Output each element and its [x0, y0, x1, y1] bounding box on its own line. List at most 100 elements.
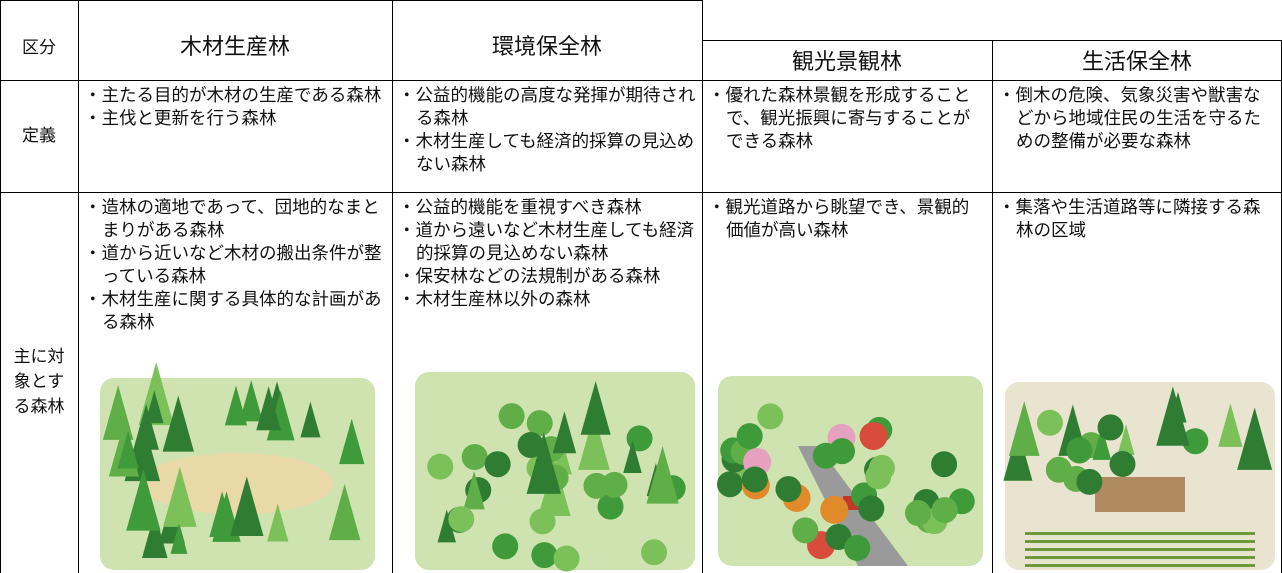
illustration-shape [1117, 424, 1135, 455]
illustration-shape [461, 443, 488, 470]
border-line [0, 192, 1282, 193]
illustration-shape [102, 385, 134, 440]
illustration-shape [601, 471, 628, 498]
bullet-item: ・道から近いなど木材の搬出条件が整っている森林 [84, 244, 382, 287]
bullet-item: ・倒木の危険、気象災害や獣害などから地域住民の生活を守るための整備が必要な森林 [998, 86, 1261, 152]
illustration-shape [145, 390, 164, 424]
illustration-shape [230, 476, 264, 536]
illustration-shape [531, 542, 558, 569]
illustration-shape [1092, 426, 1112, 460]
header-cell: 環境保全林 [491, 35, 602, 60]
illustration-shape [552, 411, 577, 454]
bullet-item: ・優れた森林景観を形成することで、観光振興に寄与することができる森林 [708, 86, 971, 152]
cell-text: ・優れた森林景観を形成することで、観光振興に寄与することができる森林 [708, 85, 986, 154]
illustration-shape [1025, 556, 1255, 559]
illustration-shape [1025, 564, 1255, 567]
illustration-shape [641, 539, 668, 566]
illustration-shape [328, 484, 361, 541]
illustration-shape [1036, 409, 1063, 436]
border-line [392, 0, 393, 573]
bullet-item: ・道から遠いなど木材生産しても経済的採算の見込めない森林 [398, 221, 695, 264]
header-cell: 生活保全林 [1081, 50, 1192, 75]
bullet-item: ・主伐と更新を行う森林 [84, 109, 277, 129]
illustration-shape [736, 423, 763, 450]
illustration-shape [163, 466, 197, 527]
cell-text: ・倒木の危険、気象災害や獣害などから地域住民の生活を守るための整備が必要な森林 [998, 85, 1276, 154]
illustration-shape [498, 403, 525, 430]
illustration-shape [859, 422, 888, 451]
illustration-shape [578, 413, 610, 470]
illustration-shape [526, 432, 562, 494]
illustration-shape [931, 497, 958, 524]
illustration-shape [437, 509, 456, 543]
illustration-shape [141, 452, 334, 515]
illustration-shape [825, 523, 852, 550]
illustration-shape [865, 463, 892, 490]
border-line [78, 0, 79, 573]
bullet-item: ・保安林などの法規制がある森林 [398, 267, 661, 287]
illustration-shape [1218, 403, 1243, 447]
bullet-item: ・集落や生活道路等に隣接する森林の区域 [998, 198, 1261, 241]
cell-text: ・観光道路から眺望でき、景観的価値が高い森林 [708, 197, 986, 243]
illustration-shape [1025, 548, 1255, 551]
row-label: 定義 [22, 125, 56, 146]
cell-text: ・公益的機能を重視すべき森林・道から遠いなど木材生産しても経済的採算の見込めない… [398, 197, 696, 312]
illustration-shape [300, 401, 321, 438]
illustration-shape [427, 453, 454, 480]
illustration-shape [1182, 428, 1209, 455]
illustration-shape [757, 403, 784, 430]
illustration-shape [1237, 407, 1273, 470]
cell-text: ・集落や生活道路等に隣接する森林の区域 [998, 197, 1276, 243]
bullet-item: ・公益的機能を重視すべき森林 [398, 198, 642, 218]
border-line [702, 0, 703, 573]
border-line [0, 0, 702, 1]
bullet-item: ・主たる目的が木材の生産である森林 [84, 86, 382, 106]
illustration-shape [1169, 391, 1187, 423]
illustration-shape [580, 381, 611, 435]
bullet-item: ・造林の適地であって、団地的なまとまりがある森林 [84, 198, 380, 241]
header-cell: 観光景観林 [791, 50, 902, 75]
bullet-item: ・公益的機能の高度な発揮が期待される森林 [398, 86, 696, 129]
illustration-shape [141, 512, 168, 558]
illustration-shape [812, 442, 839, 469]
bullet-item: ・木材生産林以外の森林 [398, 290, 591, 310]
cell-text: ・造林の適地であって、団地的なまとまりがある森林 ・道から近いなど木材の搬出条件が… [84, 197, 386, 335]
illustration-shape [492, 533, 519, 560]
illustration-shape [224, 385, 248, 426]
illustration-shape [1097, 414, 1124, 441]
illustration-shape [339, 418, 365, 465]
illustration-shape [526, 410, 553, 437]
illustration-shape [463, 471, 485, 510]
illustration-shape [484, 451, 511, 478]
illustration-shape [1025, 532, 1255, 535]
row-label: 主に対象とする森林 [13, 347, 65, 417]
illustration-shape [820, 495, 849, 524]
illustration-shape [1025, 540, 1255, 543]
illustration-shape [117, 430, 139, 469]
illustration-shape [1095, 477, 1185, 512]
illustration-shape [553, 545, 580, 572]
illustration-shape [1066, 437, 1093, 464]
header-cell: 木材生産林 [179, 35, 290, 60]
border-line [992, 40, 993, 573]
illustration-shape [646, 445, 679, 504]
illustration-shape [126, 469, 161, 531]
illustration-shape [162, 395, 194, 452]
illustration-shape [741, 466, 768, 493]
illustration-shape [1076, 468, 1103, 495]
header-cell: 区分 [22, 37, 56, 58]
illustration-shape [448, 506, 475, 533]
border-line [0, 0, 1, 573]
cell-text: ・公益的機能の高度な発揮が期待される森林 ・木材生産しても経済的採算の見込めない森… [398, 85, 696, 177]
illustration-shape [904, 500, 931, 527]
illustration-shape [239, 380, 263, 422]
border-line [0, 80, 1282, 81]
cell-text: ・主たる目的が木材の生産である森林 ・主伐と更新を行う森林 [84, 85, 386, 131]
illustration-shape [858, 495, 885, 522]
illustration-shape [623, 439, 642, 473]
bullet-item: ・木材生産しても経済的採算の見込めない森林 [398, 132, 695, 175]
illustration-shape [267, 503, 289, 542]
bullet-item: ・観光道路から眺望でき、景観的価値が高い森林 [708, 198, 970, 241]
